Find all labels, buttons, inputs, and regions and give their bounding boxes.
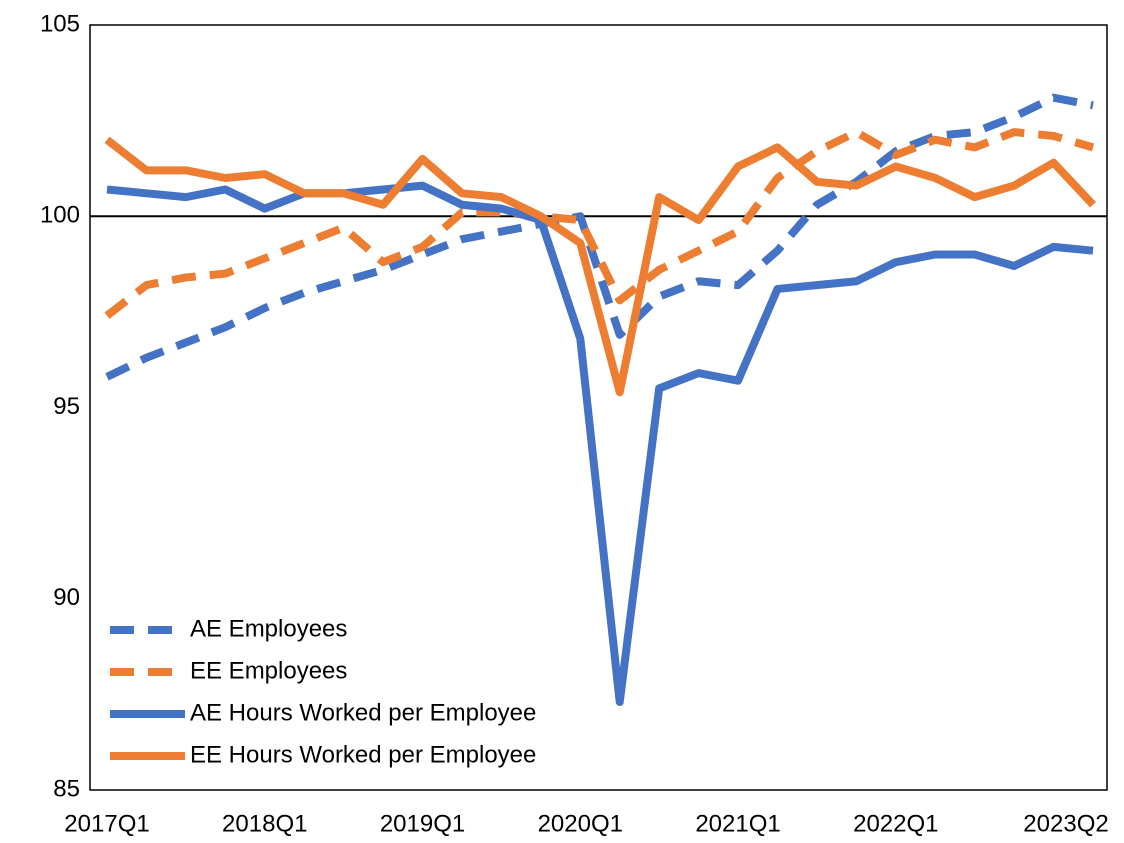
y-tick-label: 100 (40, 202, 80, 229)
series-line (104, 136, 1096, 397)
x-tick-label: 2017Q1 (64, 810, 149, 837)
x-tick-label: 2018Q1 (222, 810, 307, 837)
legend-label: EE Employees (190, 657, 347, 684)
y-tick-label: 90 (53, 584, 80, 611)
x-tick-label: 2023Q2 (1023, 810, 1108, 837)
x-tick-label: 2022Q1 (853, 810, 938, 837)
plot-border (89, 24, 1108, 791)
legend-label: AE Hours Worked per Employee (190, 699, 536, 726)
series-line (106, 181, 1094, 707)
y-tick-label: 105 (40, 10, 80, 37)
legend-label: AE Employees (190, 615, 347, 642)
y-tick-label: 95 (53, 393, 80, 420)
x-tick-label: 2020Q1 (538, 810, 623, 837)
y-tick-label: 85 (53, 775, 80, 802)
x-tick-label: 2019Q1 (380, 810, 465, 837)
legend-label: EE Hours Worked per Employee (190, 741, 536, 768)
series-line (104, 128, 1095, 319)
x-tick-label: 2021Q1 (695, 810, 780, 837)
